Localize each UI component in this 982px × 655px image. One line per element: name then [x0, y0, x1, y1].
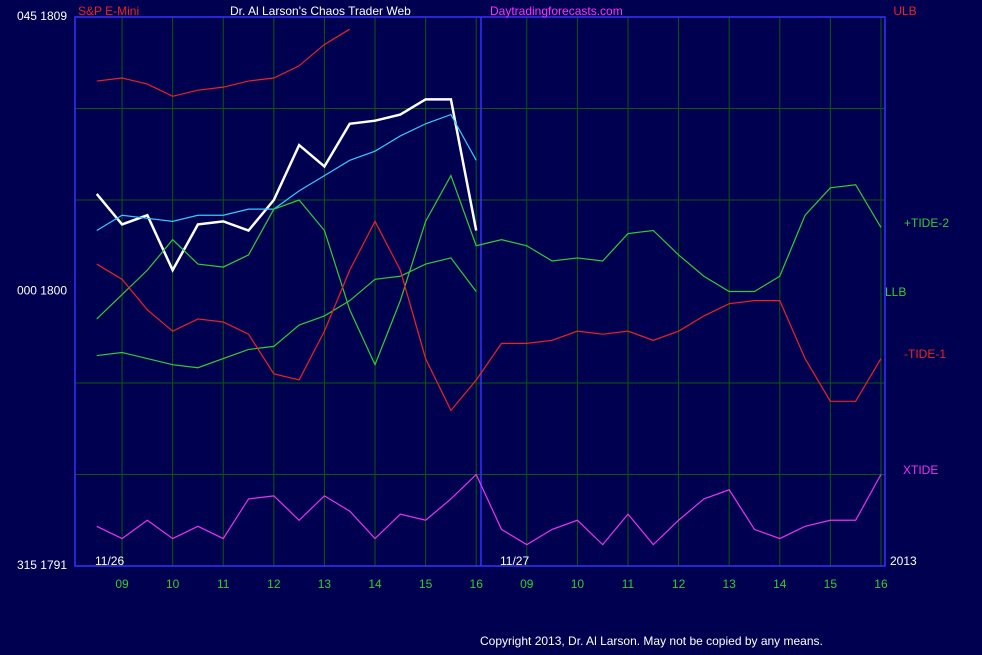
date-label: 11/27	[500, 554, 529, 568]
series-label: -TIDE-1	[904, 347, 946, 361]
copyright: Copyright 2013, Dr. Al Larson. May not b…	[480, 634, 823, 648]
x-tick-label: 10	[166, 577, 180, 591]
series-line	[95, 98, 478, 273]
x-tick-label: 12	[672, 577, 686, 591]
series-label: +TIDE-2	[904, 216, 949, 230]
x-tick-label: 09	[520, 577, 534, 591]
series-label: ULB	[893, 4, 916, 18]
x-tick-label: 09	[115, 577, 129, 591]
x-tick-label: 13	[722, 577, 736, 591]
x-tick-label: 16	[874, 577, 888, 591]
series-line	[96, 220, 882, 412]
x-tick-label: 14	[368, 577, 382, 591]
x-tick-label: 11	[217, 577, 230, 591]
series-line	[96, 473, 882, 546]
series-line	[96, 113, 477, 232]
plot-frame	[74, 16, 886, 567]
date-label: 2013	[890, 554, 917, 568]
x-tick-label: 14	[773, 577, 787, 591]
y-tick-label: 045 1809	[17, 9, 67, 23]
series-label: LLB	[885, 285, 906, 299]
x-tick-label: 10	[571, 577, 585, 591]
date-label: 11/26	[95, 554, 124, 568]
x-tick-label: 15	[824, 577, 838, 591]
x-tick-label: 12	[267, 577, 281, 591]
x-tick-label: 13	[318, 577, 332, 591]
chart-title: Dr. Al Larson's Chaos Trader Web	[230, 4, 411, 18]
y-tick-label: 000 1800	[17, 284, 67, 298]
x-tick-label: 16	[470, 577, 484, 591]
x-tick-label: 15	[419, 577, 433, 591]
x-tick-label: 11	[622, 577, 635, 591]
y-tick-label: 315 1791	[17, 558, 67, 572]
series-line	[96, 174, 882, 367]
series-line	[96, 28, 351, 97]
series-label: S&P E-Mini	[78, 4, 139, 18]
chart-subtitle: Daytradingforecasts.com	[490, 4, 623, 18]
series-label: XTIDE	[903, 463, 938, 477]
series-line	[96, 257, 477, 369]
